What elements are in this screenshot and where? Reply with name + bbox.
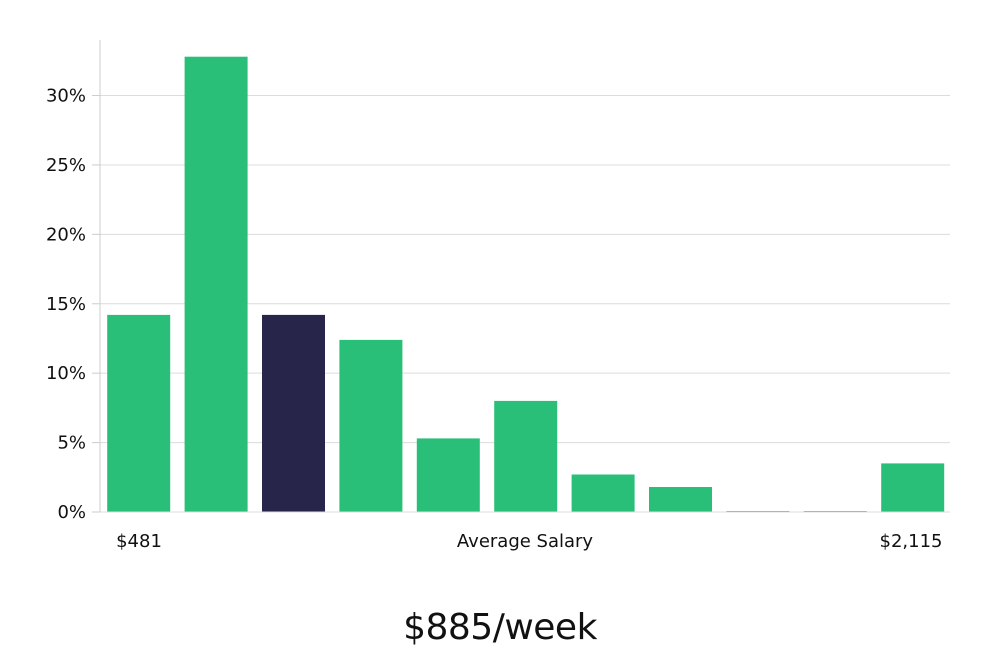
x-axis-max-label: $2,115	[880, 531, 943, 552]
histogram-bar	[649, 487, 712, 512]
y-tick-label: 15%	[46, 294, 86, 315]
y-tick-label: 25%	[46, 155, 86, 176]
y-tick-label: 5%	[57, 433, 86, 454]
axes	[99, 40, 950, 513]
y-tick-label: 10%	[46, 363, 86, 384]
y-tick-labels: 0% 5% 10% 15% 20% 25% 30%	[46, 86, 100, 523]
histogram-bar	[494, 400, 558, 512]
average-weekly-salary: $885/week	[403, 607, 597, 648]
histogram-bar-highlighted	[262, 314, 325, 512]
y-tick-label: 30%	[46, 86, 86, 107]
y-tick-label: 0%	[57, 502, 86, 523]
x-axis-min-label: $481	[116, 531, 162, 552]
histogram-bar	[184, 56, 248, 512]
salary-histogram: 0%5%10%15%20%25%30% $481 Average Salary …	[46, 40, 950, 552]
y-tick-label: 20%	[46, 224, 86, 245]
histogram-bar	[416, 438, 480, 512]
histogram-bar	[339, 339, 403, 512]
histogram-bar	[571, 474, 635, 512]
x-axis-title: Average Salary	[457, 531, 594, 552]
bars	[107, 56, 945, 512]
histogram-bar	[881, 463, 945, 512]
histogram-bar	[107, 314, 171, 512]
